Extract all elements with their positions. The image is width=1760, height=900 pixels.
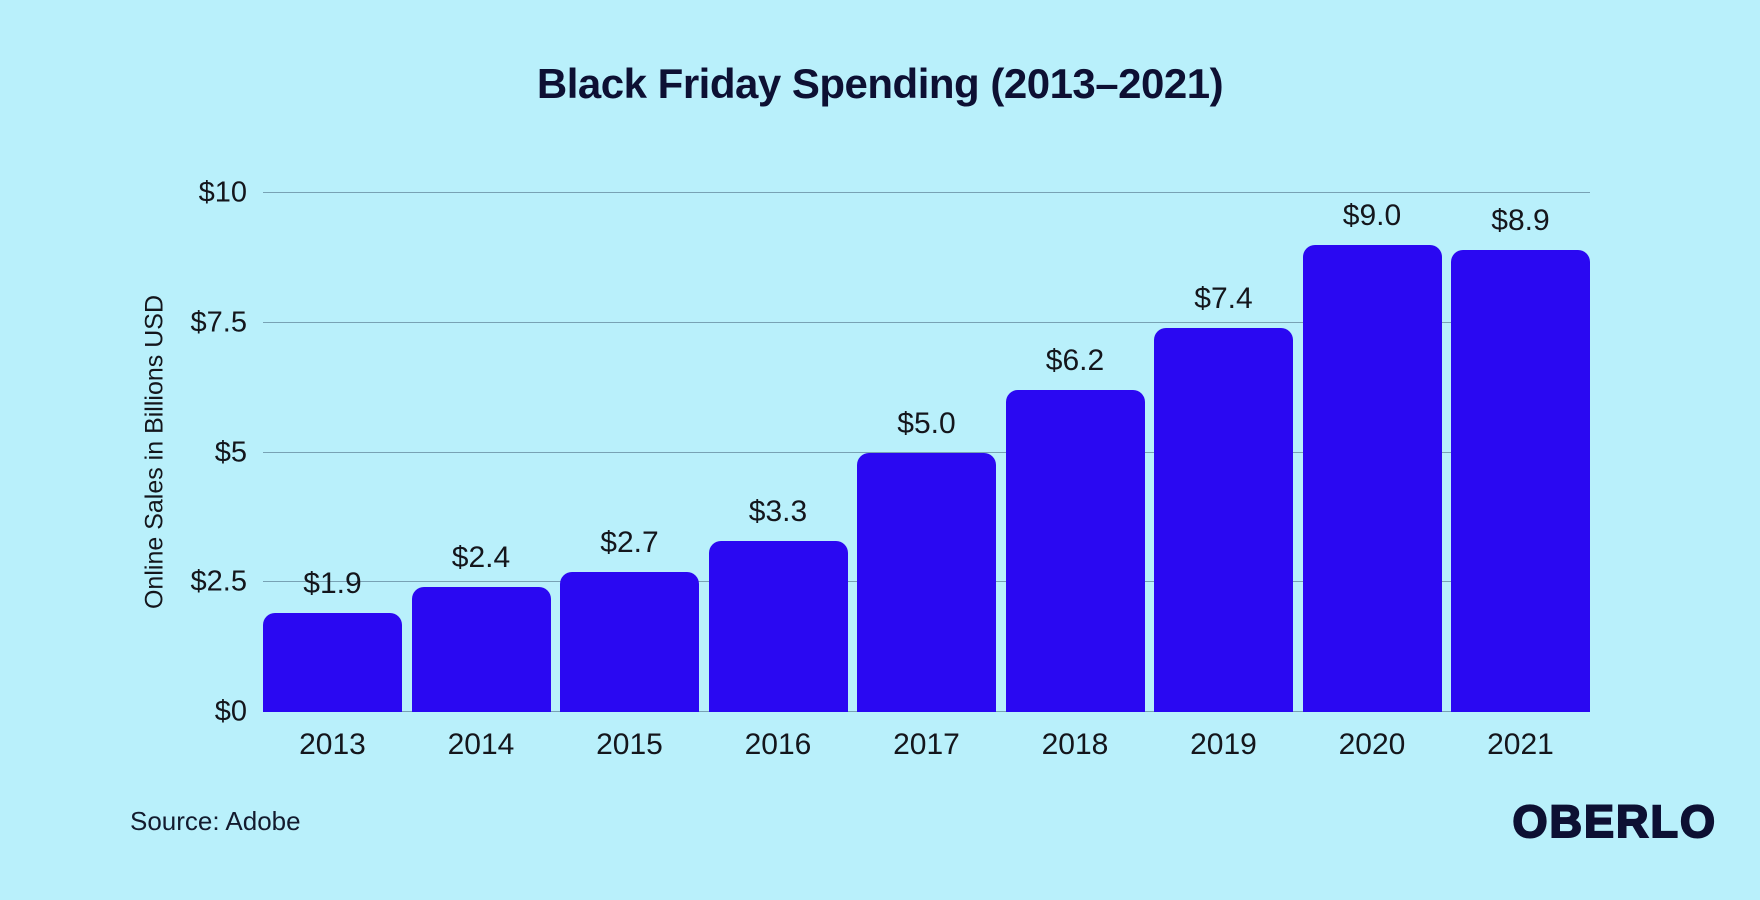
bar-group-2017: $5.0 2017	[857, 193, 996, 761]
bar-value-label-2016: $3.3	[748, 494, 808, 528]
bar-2014	[411, 587, 551, 712]
bar-2019	[1154, 327, 1293, 712]
y-axis-ticks: $10 $7.5 $5 $2.5 $0	[0, 177, 247, 728]
bars: $1.9 2013 $2.4 2014 $2.7 2015 $3.3 2016 $5.0 2017…	[263, 193, 1590, 761]
bar-value-label-2017: $5.0	[897, 406, 956, 440]
source-note: Source: Adobe	[130, 806, 301, 836]
bar-2017	[857, 452, 996, 712]
x-tick-label-2018: 2018	[1041, 728, 1109, 761]
bar-2013	[263, 613, 402, 712]
bar-2020	[1302, 244, 1442, 712]
y-tick-label-$2.5: $2.5	[190, 565, 247, 598]
x-tick-label-2015: 2015	[596, 728, 663, 761]
bar-group-2019: $7.4 2019	[1154, 193, 1293, 761]
x-tick-label-2014: 2014	[447, 728, 515, 761]
bar-group-2016: $3.3 2016	[708, 193, 848, 761]
x-tick-label-2017: 2017	[893, 728, 960, 761]
bar-value-label-2020: $9.0	[1342, 198, 1402, 232]
bar-value-label-2019: $7.4	[1194, 281, 1253, 315]
y-tick-label-$7.5: $7.5	[190, 306, 247, 339]
bar-group-2014: $2.4 2014	[411, 193, 551, 761]
x-tick-label-2013: 2013	[299, 728, 366, 761]
y-tick-label-$10: $10	[198, 176, 247, 209]
bar-value-label-2013: $1.9	[303, 567, 362, 601]
x-tick-label-2020: 2020	[1338, 728, 1406, 761]
gridline-$7.5	[263, 321, 1590, 323]
bar-2016	[708, 540, 848, 712]
chart-title: Black Friday Spending (2013–2021)	[536, 60, 1224, 107]
y-tick-label-$5: $5	[214, 436, 247, 468]
bar-value-label-2014: $2.4	[451, 541, 511, 575]
bar-group-2021: $8.9 2021	[1451, 193, 1590, 761]
bar-group-2018: $6.2 2018	[1005, 193, 1145, 761]
x-tick-label-2021: 2021	[1487, 728, 1554, 761]
bar-group-2020: $9.0 2020	[1302, 193, 1442, 761]
bar-2015	[560, 571, 699, 712]
bar-value-label-2018: $6.2	[1045, 344, 1105, 378]
bar-value-label-2015: $2.7	[600, 525, 659, 559]
gridline-$5	[263, 451, 1590, 453]
x-tick-label-2019: 2019	[1190, 728, 1257, 761]
bar-group-2015: $2.7 2015	[560, 193, 699, 761]
x-tick-label-2016: 2016	[744, 728, 812, 761]
bar-group-2013: $1.9 2013	[263, 193, 402, 761]
plot-area: $1.9 2013 $2.4 2014 $2.7 2015 $3.3 2016 $5.0 2017…	[263, 192, 1590, 761]
bar-2021	[1451, 250, 1590, 712]
oberlo-logo: OBERLO	[1511, 795, 1717, 848]
gridline-$10	[263, 192, 1590, 193]
bar-value-label-2021: $8.9	[1491, 204, 1550, 238]
bar-2018	[1005, 390, 1145, 712]
y-tick-label-$0: $0	[214, 695, 247, 728]
